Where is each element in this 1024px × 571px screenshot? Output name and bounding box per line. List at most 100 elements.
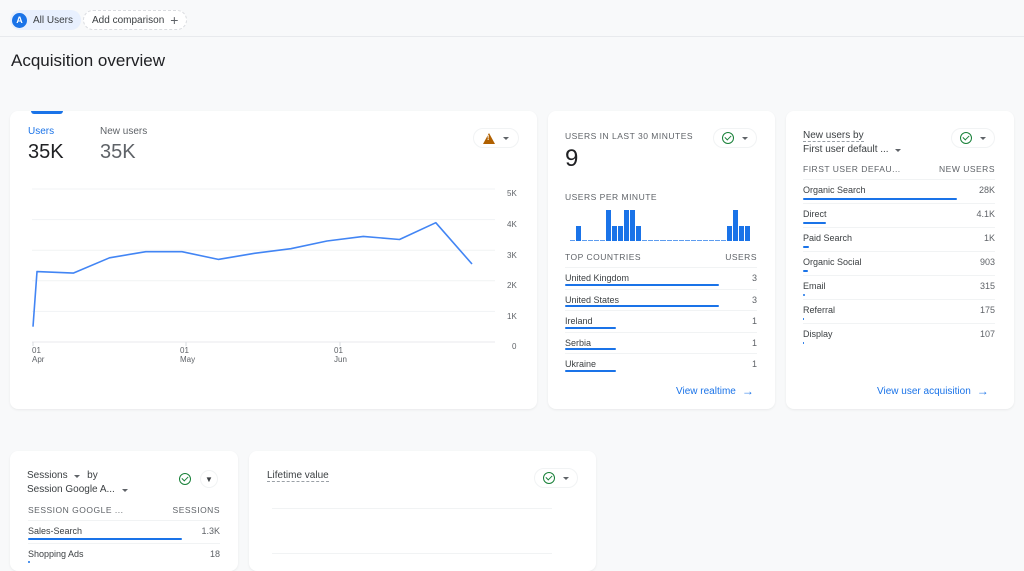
row-proportion-bar (28, 538, 182, 540)
table-row[interactable]: Ukraine 1 (565, 353, 757, 375)
row-proportion-bar (803, 198, 957, 200)
minute-bar (696, 240, 702, 241)
row-label: Shopping Ads (28, 549, 84, 559)
users-trend-card: Users 35K New users 35K 5K 4K 3K 2K 1K 0… (10, 111, 537, 409)
filter-icon[interactable]: ▼ (200, 470, 218, 488)
dimension-selector[interactable]: First user default ... (803, 143, 902, 157)
minute-bar (618, 225, 624, 241)
table-row[interactable]: Paid Search 1K (803, 227, 995, 251)
minute-bar (582, 240, 588, 241)
row-label: United States (565, 294, 620, 305)
metric-tab-new-users[interactable]: New users 35K (100, 126, 147, 164)
row-proportion-bar (565, 326, 616, 329)
realtime-users-value: 9 (565, 145, 579, 172)
row-label: Ukraine (565, 359, 597, 370)
x-tick-month: May (180, 355, 196, 364)
table-row[interactable]: Organic Social 903 (803, 251, 995, 275)
comparison-bar: A All Users Add comparison + (0, 0, 1024, 37)
data-quality-button[interactable] (951, 128, 995, 148)
minute-bar (606, 210, 612, 241)
table-row[interactable]: Organic Search 28K (803, 179, 995, 203)
minute-bar (702, 240, 708, 241)
row-proportion-bar (803, 294, 805, 296)
chevron-down-icon (895, 149, 902, 152)
dimension-selector[interactable]: Session Google A... (27, 483, 128, 497)
users-per-minute-label: Users per minute (565, 192, 658, 202)
minute-bar (630, 210, 636, 241)
minute-bar (672, 240, 678, 241)
segment-avatar: A (12, 12, 27, 28)
minute-bar (720, 240, 726, 241)
x-tick-day: 01 (334, 346, 343, 355)
new-users-by-channel-card: New users by First user default ... Firs… (786, 111, 1014, 409)
warning-icon (483, 132, 495, 144)
row-value: 1 (751, 359, 757, 370)
table-row[interactable]: United Kingdom 3 (565, 267, 757, 289)
view-user-acquisition-link[interactable]: View user acquisition → (877, 384, 989, 398)
column-header-country: Top countries (565, 252, 642, 262)
check-circle-icon[interactable] (179, 473, 191, 485)
active-tab-indicator (31, 111, 63, 114)
x-tick-month: Apr (32, 355, 45, 364)
y-tick: 5K (507, 189, 517, 198)
row-proportion-bar (803, 270, 808, 272)
by-label: by (87, 470, 98, 481)
minute-bar (726, 225, 732, 241)
table-row[interactable]: Sales-Search 1.3K (28, 520, 220, 543)
add-comparison-button[interactable]: Add comparison + (83, 10, 188, 30)
y-tick: 1K (507, 312, 517, 321)
row-proportion-bar (565, 369, 616, 372)
chevron-down-icon (980, 136, 986, 140)
chevron-down-icon (742, 136, 748, 140)
row-value: 175 (979, 305, 995, 315)
row-proportion-bar (803, 222, 827, 224)
minute-bar (684, 240, 690, 241)
table-row[interactable]: Shopping Ads 18 (28, 543, 220, 566)
table-row[interactable]: Serbia 1 (565, 331, 757, 354)
y-tick: 2K (507, 281, 517, 290)
row-proportion-bar (565, 283, 719, 286)
row-value: 1.3K (201, 526, 220, 536)
arrow-right-icon: → (741, 384, 754, 398)
check-circle-icon (543, 472, 555, 484)
row-proportion-bar (803, 318, 805, 320)
minute-bar (600, 240, 606, 241)
minute-bar (678, 240, 684, 241)
realtime-title: Users in last 30 minutes (565, 131, 694, 141)
table-row[interactable]: Direct 4.1K (803, 203, 995, 227)
table-row[interactable]: United States 3 (565, 288, 757, 311)
segment-chip-all-users[interactable]: A All Users (10, 10, 82, 30)
card-title[interactable]: Lifetime value (267, 470, 329, 482)
gridline (272, 553, 552, 554)
data-quality-button[interactable] (534, 468, 578, 488)
row-value: 1K (983, 233, 995, 243)
page-title: Acquisition overview (11, 51, 166, 70)
sessions-by-campaign-card: Sessions by Session Google A... ▼ Sessio… (10, 451, 238, 571)
row-label: Ireland (565, 316, 593, 327)
x-tick-may: 01 May (180, 346, 195, 364)
minute-bar (660, 240, 666, 241)
metric-label: New users (100, 126, 148, 137)
metric-label: Users (28, 126, 55, 137)
data-quality-button[interactable] (473, 128, 519, 148)
table-row[interactable]: Display 107 (803, 323, 995, 347)
row-label: Direct (803, 209, 827, 219)
metric-tab-users[interactable]: Users 35K (28, 126, 64, 164)
minute-bar (708, 240, 714, 241)
metric-value: 35K (100, 141, 136, 163)
data-quality-button[interactable] (713, 128, 757, 148)
table-row[interactable]: Email 315 (803, 275, 995, 299)
y-tick: 3K (507, 251, 517, 260)
column-header-campaign: Session Google ... (28, 505, 124, 515)
table-row[interactable]: Referral 175 (803, 299, 995, 323)
table-row[interactable]: Ireland 1 (565, 310, 757, 332)
lifetime-value-card: Lifetime value (249, 451, 596, 571)
metric-selector[interactable]: New users by (803, 130, 864, 142)
card-title: Sessions by Session Google A... (27, 469, 128, 497)
table-header: Top countries Users (565, 252, 757, 262)
row-label: United Kingdom (565, 273, 630, 283)
column-header-new-users: New users (939, 164, 995, 174)
row-value: 107 (979, 329, 995, 339)
view-realtime-link[interactable]: View realtime → (676, 384, 754, 398)
metric-selector[interactable]: Sessions by (27, 469, 128, 483)
